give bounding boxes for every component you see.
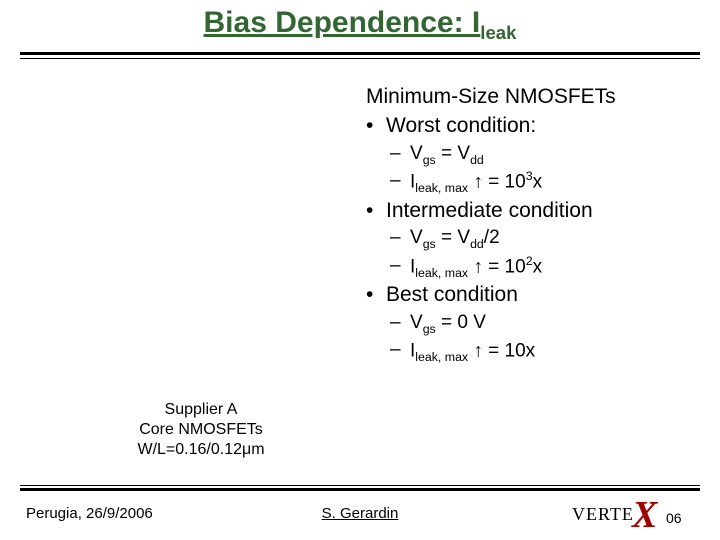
t: gs xyxy=(423,237,436,251)
t: 3 xyxy=(526,169,533,183)
t: V xyxy=(410,143,423,164)
slide: Bias Dependence: Ileak Minimum-Size NMOS… xyxy=(0,0,720,540)
bullet-best: Best condition xyxy=(366,281,696,309)
t: 2 xyxy=(526,254,533,268)
caption-line2: Core NMOSFETs xyxy=(86,420,316,440)
title-sub: leak xyxy=(480,22,516,43)
t: ↑ = 10x xyxy=(468,341,535,362)
vertex-logo: VERTE X 06 xyxy=(572,500,696,530)
t: gs xyxy=(423,322,436,336)
bullet-intermediate-sub1: Vgs = Vdd/2 xyxy=(366,225,696,252)
rule-top-thick xyxy=(20,52,700,55)
bullet-intermediate: Intermediate condition xyxy=(366,197,696,225)
t: x xyxy=(533,256,543,277)
bullet-label: Worst condition: xyxy=(386,114,536,137)
t: ↑ = 10 xyxy=(468,171,526,192)
t: = V xyxy=(436,227,470,248)
t: ↑ = 10 xyxy=(468,256,526,277)
figure-caption: Supplier A Core NMOSFETs W/L=0.16/0.12μm xyxy=(86,400,316,460)
rule-bottom-thick xyxy=(20,488,700,491)
bullet-label: Intermediate condition xyxy=(386,199,593,222)
bullet-worst-sub2: Ileak, max ↑ = 103x xyxy=(366,168,696,197)
t: = 0 V xyxy=(436,312,486,333)
bullet-intermediate-sub2: Ileak, max ↑ = 102x xyxy=(366,253,696,282)
bullet-label: Best condition xyxy=(386,283,518,306)
t: x xyxy=(533,171,543,192)
bullet-best-sub2: Ileak, max ↑ = 10x xyxy=(366,337,696,366)
t: V xyxy=(410,312,423,333)
logo-text-06: 06 xyxy=(666,510,682,526)
logo-text-verte: VERTE xyxy=(572,504,634,525)
t: V xyxy=(410,227,423,248)
bullet-worst-sub1: Vgs = Vdd xyxy=(366,141,696,168)
caption-line3: W/L=0.16/0.12μm xyxy=(86,440,316,460)
t: gs xyxy=(423,152,436,166)
bullet-best-sub1: Vgs = 0 V xyxy=(366,310,696,337)
title-pre: Bias Dependence: I xyxy=(204,6,481,39)
title-wrap: Bias Dependence: Ileak xyxy=(0,6,720,44)
slide-title: Bias Dependence: Ileak xyxy=(204,6,517,39)
t: leak, max xyxy=(415,350,468,364)
bullet-worst: Worst condition: xyxy=(366,112,696,140)
t: dd xyxy=(470,237,484,251)
t: leak, max xyxy=(415,181,468,195)
logo-x-icon: X xyxy=(632,493,657,537)
t: /2 xyxy=(484,227,500,248)
content-heading: Minimum-Size NMOSFETs xyxy=(366,84,696,110)
t: = V xyxy=(436,143,470,164)
content-block: Minimum-Size NMOSFETs Worst condition: V… xyxy=(366,84,696,366)
rule-top-thin xyxy=(20,58,700,59)
t: dd xyxy=(470,152,484,166)
caption-line1: Supplier A xyxy=(86,400,316,420)
t: leak, max xyxy=(415,266,468,280)
rule-bottom-thin xyxy=(20,485,700,486)
